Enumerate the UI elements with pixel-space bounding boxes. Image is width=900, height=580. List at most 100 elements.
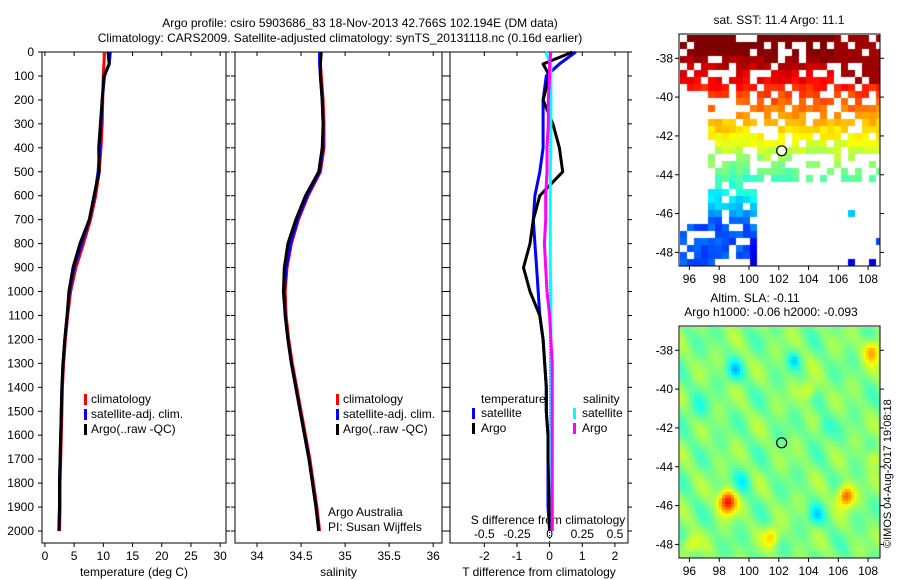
x-tick-label: 35.5 [377, 549, 401, 563]
annotation-pi: PI: Susan Wijffels [328, 520, 422, 534]
lat-tick-label: -38 [656, 51, 674, 65]
legend-label: satellite-adj. clim. [343, 407, 435, 421]
lat-tick-label: -40 [656, 90, 674, 104]
series-line-argo---raw--qc- [281, 51, 325, 532]
y-tick-label: 200 [14, 93, 34, 107]
y-tick-label: 800 [14, 237, 34, 251]
x-axis-label: T difference from climatology [462, 565, 616, 579]
figure-title-line2: Climatology: CARS2009. Satellite-adjuste… [98, 31, 582, 45]
x-tick-label: 20 [155, 549, 169, 563]
lon-tick-label: 96 [683, 272, 697, 286]
legend-label: satellite [481, 406, 522, 420]
y-tick-label: 1300 [7, 356, 34, 370]
legend-swatch [336, 409, 339, 420]
x-tick-label: 15 [126, 549, 140, 563]
legend-swatch [472, 408, 475, 419]
legend-swatch [472, 423, 475, 434]
lon-tick-label: 108 [858, 564, 878, 578]
x-tick-label: -2 [479, 549, 490, 563]
sst-map-title: sat. SST: 11.4 Argo: 11.1 [714, 13, 845, 27]
x-tick-label: 34.5 [289, 549, 313, 563]
legend-swatch [573, 423, 576, 434]
temperature-panel: 0100200300400500600700800900100011001200… [7, 45, 230, 579]
x-tick-label: 10 [97, 549, 111, 563]
lat-tick-label: -40 [656, 382, 674, 396]
legend-label: Argo [481, 421, 507, 435]
x-tick-label: 2 [612, 549, 619, 563]
legend-header: temperature [481, 392, 546, 406]
y-tick-label: 400 [14, 141, 34, 155]
y-tick-label: 300 [14, 117, 34, 131]
y-tick-label: 1500 [7, 404, 34, 418]
lat-tick-label: -44 [656, 168, 674, 182]
lat-tick-label: -48 [656, 245, 674, 259]
y-tick-label: 1000 [7, 285, 34, 299]
x-tick-label: 30 [213, 549, 227, 563]
x-tick-label: 0 [546, 549, 553, 563]
lon-tick-label: 100 [739, 564, 759, 578]
figure-title-line1: Argo profile: csiro 5903686_83 18-Nov-20… [162, 16, 558, 30]
legend-label: climatology [343, 392, 403, 406]
salinity-panel: 34 34.5 35 35.5 36 salinity climatologysatelli… [231, 51, 446, 579]
s-tick-label: 0.5 [607, 527, 624, 541]
legend-label: satellite-adj. clim. [91, 407, 183, 421]
y-tick-label: 1800 [7, 476, 34, 490]
legend-label: Argo(..raw -QC) [91, 422, 176, 436]
lat-tick-label: -42 [656, 129, 674, 143]
map-frame [678, 33, 881, 267]
argo-location-marker [776, 145, 788, 157]
x-tick-label: 5 [71, 549, 78, 563]
s-tick-label: 0.25 [571, 527, 595, 541]
lon-tick-label: 102 [769, 272, 789, 286]
y-tick-label: 900 [14, 261, 34, 275]
legend-label: climatology [91, 392, 151, 406]
lon-tick-label: 106 [828, 564, 848, 578]
series-line-argo [542, 51, 554, 531]
legend-label: Argo [582, 421, 608, 435]
plot-frame [234, 51, 443, 544]
lon-tick-label: 102 [769, 564, 789, 578]
legend-swatch [84, 409, 87, 420]
sst-map-image [680, 35, 880, 266]
imos-credit: ©IMOS 04-Aug-2017 19:08:18 [882, 399, 894, 548]
legend-label: Argo(..raw -QC) [343, 422, 428, 436]
x-tick-label: 34 [250, 549, 264, 563]
y-tick-label: 1100 [8, 308, 34, 322]
lon-tick-label: 96 [683, 564, 697, 578]
legend-swatch [84, 424, 87, 435]
y-tick-label: 1600 [7, 428, 34, 442]
lon-tick-label: 100 [739, 272, 759, 286]
series-line-argo---raw--qc- [57, 51, 111, 532]
y-tick-label: 1900 [7, 500, 34, 514]
y-tick-label: 100 [14, 69, 34, 83]
legend-label: satellite [582, 406, 623, 420]
plot-frame [449, 51, 629, 544]
lat-tick-label: -42 [656, 421, 674, 435]
lat-tick-label: -38 [656, 343, 674, 357]
lat-tick-label: -46 [656, 207, 674, 221]
lon-tick-label: 106 [828, 272, 848, 286]
x-axis-label: salinity [320, 565, 357, 579]
difference-panel: -2 -1 0 1 2 T difference from climatology -0.5… [446, 50, 632, 579]
sla-map-subtitle: Argo h1000: -0.06 h2000: -0.093 [684, 305, 858, 319]
lat-tick-label: -44 [656, 460, 674, 474]
y-tick-label: 2000 [7, 524, 34, 538]
lon-tick-label: 104 [799, 272, 819, 286]
lon-tick-label: 98 [713, 272, 727, 286]
legend-swatch [336, 424, 339, 435]
x-tick-label: 35 [338, 549, 352, 563]
y-tick-label: 1200 [7, 332, 34, 346]
plot-frame [41, 51, 227, 544]
s-tick-label: -0.25 [503, 527, 531, 541]
lat-tick-label: -48 [656, 537, 674, 551]
y-tick-label: 1700 [7, 452, 34, 466]
y-tick-label: 1400 [7, 380, 34, 394]
s-tick-label: 0 [546, 527, 553, 541]
y-tick-label: 700 [14, 213, 34, 227]
legend-swatch [336, 394, 339, 405]
x-tick-label: 36 [427, 549, 441, 563]
x-tick-label: 0 [42, 549, 49, 563]
sla-map-title: Altim. SLA: -0.11 [710, 291, 799, 305]
